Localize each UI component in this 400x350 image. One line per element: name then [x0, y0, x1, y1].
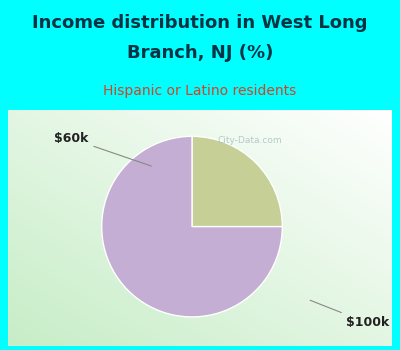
- Text: City-Data.com: City-Data.com: [218, 136, 282, 145]
- Text: $100k: $100k: [310, 300, 389, 329]
- Wedge shape: [102, 136, 282, 317]
- Text: Branch, NJ (%): Branch, NJ (%): [127, 44, 273, 62]
- Wedge shape: [192, 136, 282, 227]
- Text: $60k: $60k: [54, 132, 151, 166]
- Text: Hispanic or Latino residents: Hispanic or Latino residents: [103, 84, 297, 98]
- Text: Income distribution in West Long: Income distribution in West Long: [32, 14, 368, 33]
